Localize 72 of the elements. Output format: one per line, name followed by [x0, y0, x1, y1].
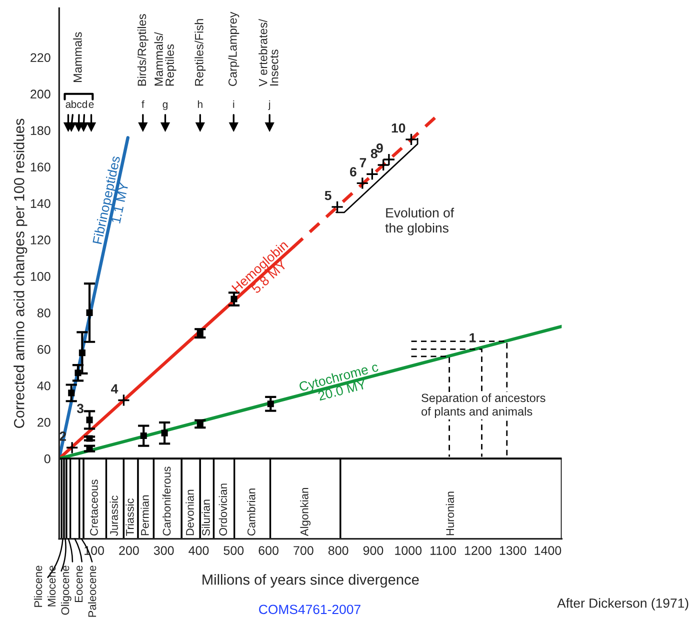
annotation: 1 — [470, 333, 476, 342]
y-tick-label: 80 — [37, 308, 50, 318]
band-label: Miocene — [47, 566, 56, 606]
y-tick-label: 120 — [30, 236, 50, 244]
x-tick-label: 1400 — [534, 546, 562, 555]
data-label: i — [233, 100, 234, 108]
annotation: 3 — [76, 404, 84, 414]
band-label: Ordovician — [218, 484, 228, 536]
data-label: g — [162, 102, 168, 110]
band-label: Permian — [140, 495, 149, 536]
x-tick-label: 1200 — [464, 546, 492, 555]
annotation: Separation of ancestors of plants and animals — [422, 393, 546, 418]
annotation: Mammals — [73, 32, 82, 82]
band-label: Algonkian — [300, 488, 311, 536]
annotation: Mammals/ Reptiles — [154, 32, 176, 86]
annotation: V ertebrates/ Insects — [258, 18, 278, 87]
x-tick-label: 1300 — [500, 546, 526, 555]
x-tick-label: 800 — [328, 546, 348, 555]
annotation: 4 — [111, 384, 118, 394]
band-label: Silurian — [202, 500, 210, 536]
data-label: a — [66, 102, 72, 108]
band-label: Paleocene — [88, 566, 96, 617]
x-axis-title: Millions of years since divergence — [202, 574, 419, 588]
band-label: Carboniferous — [162, 466, 171, 536]
x-tick-label: 400 — [188, 546, 209, 555]
y-tick-label: 200 — [30, 90, 50, 99]
data-label: j — [268, 100, 270, 110]
annotation: Reptiles/Fish — [194, 19, 206, 86]
y-tick-label: 160 — [30, 162, 50, 172]
band-label: Triassic — [126, 498, 134, 536]
x-tick-label: 1000 — [395, 546, 422, 555]
data-label: c — [77, 102, 82, 108]
x-tick-label: 900 — [363, 546, 384, 555]
band-label: Cretaceous — [90, 480, 98, 536]
band-label: Devonian — [186, 490, 194, 536]
x-tick-label: 600 — [258, 546, 278, 555]
y-axis-title: Corrected amino acid changes per 100 residues — [14, 118, 28, 428]
annotation: Evolution of the globins — [385, 208, 454, 236]
x-tick-label: 700 — [294, 546, 314, 555]
annotation: Birds/Reptiles — [137, 14, 148, 86]
band-label: Huronian — [446, 492, 454, 536]
text: COMS4761-2007 — [259, 604, 360, 614]
y-tick-label: 180 — [30, 126, 50, 135]
band-label: Oligocene — [60, 566, 72, 615]
data-label: b — [72, 100, 76, 108]
y-tick-label: 20 — [38, 418, 50, 427]
band-label: Cambrian — [247, 488, 256, 536]
y-tick-label: 140 — [30, 199, 50, 208]
annotation: 8 — [370, 148, 378, 158]
band-label: Jurassic — [110, 496, 118, 536]
band-label: Eocene — [74, 566, 83, 602]
y-tick-label: 60 — [38, 344, 50, 354]
annotation: 10 — [392, 123, 406, 133]
x-tick-label: 200 — [119, 546, 139, 555]
y-tick-label: 100 — [30, 272, 50, 281]
band-label: Pliocene — [34, 566, 42, 607]
data-label: f — [142, 100, 144, 108]
y-tick-label: 0 — [44, 454, 50, 464]
annotation: 9 — [376, 143, 383, 153]
data-label: h — [198, 100, 202, 108]
annotation: Carp/Lamprey — [228, 12, 240, 86]
annotation: 5 — [324, 190, 332, 200]
annotation: 6 — [350, 167, 356, 176]
y-tick-label: 220 — [30, 53, 50, 62]
data-label: d — [82, 100, 87, 108]
x-tick-label: 1100 — [430, 546, 456, 555]
x-tick-label: 300 — [154, 546, 174, 555]
y-tick-label: 40 — [37, 381, 50, 390]
data-label: e — [88, 102, 94, 108]
x-tick-label: 500 — [224, 546, 244, 555]
text: After Dickerson (1971) — [557, 598, 688, 610]
annotation: 7 — [360, 158, 366, 168]
